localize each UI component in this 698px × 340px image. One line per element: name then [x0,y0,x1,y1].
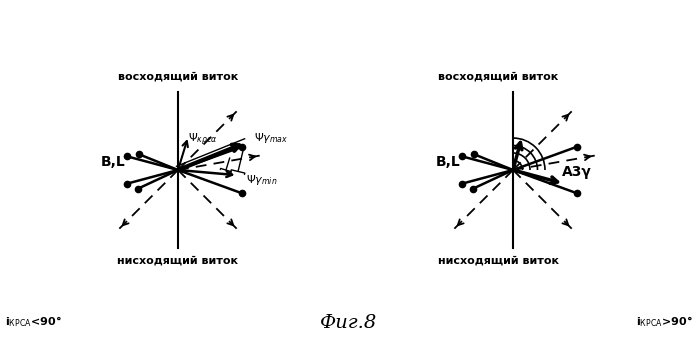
Text: $\Psi_{\kappa\rho c\alpha}$: $\Psi_{\kappa\rho c\alpha}$ [188,131,218,148]
Text: i$_{\text{КРСА}}$>90°: i$_{\text{КРСА}}$>90° [637,314,693,329]
Text: Фиг.8: Фиг.8 [320,314,378,332]
Text: нисходящий виток: нисходящий виток [438,255,558,265]
Text: нисходящий виток: нисходящий виток [117,255,239,265]
Text: B,L: B,L [101,155,126,169]
Text: восходящий виток: восходящий виток [438,72,558,82]
Text: i$_{\text{КРСА}}$<90°: i$_{\text{КРСА}}$<90° [5,314,61,329]
Text: $\Psi\gamma_{max}$: $\Psi\gamma_{max}$ [254,132,288,146]
Text: B,L: B,L [436,155,461,169]
Text: $\Psi\gamma_{min}$: $\Psi\gamma_{min}$ [246,173,277,187]
Text: восходящий виток: восходящий виток [118,72,238,82]
Text: A3γ: A3γ [563,165,592,179]
